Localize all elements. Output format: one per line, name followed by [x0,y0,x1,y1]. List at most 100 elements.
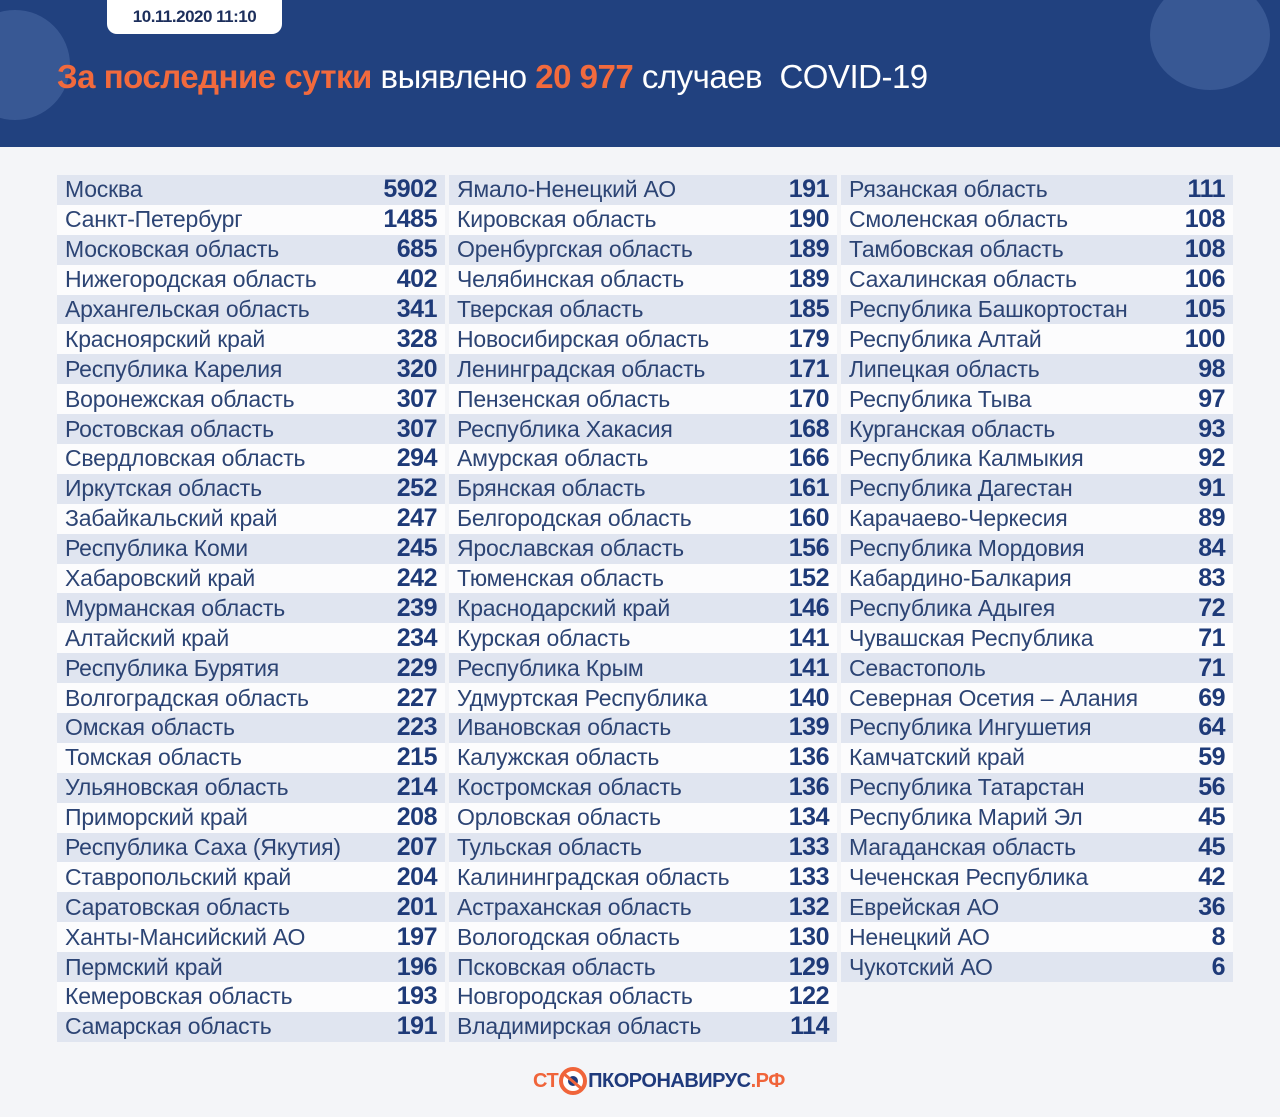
case-count: 114 [790,1012,829,1041]
table-row: Республика Бурятия 229 [57,653,445,684]
table-row: Республика Мордовия 84 [841,533,1233,564]
region-name: Владимирская область [457,1013,702,1040]
table-row: Воронежская область 307 [57,384,445,415]
region-name: Тамбовская область [849,236,1064,263]
region-name: Республика Марий Эл [849,804,1083,831]
case-count: 5902 [383,175,437,204]
case-count: 141 [788,623,830,652]
case-count: 242 [396,564,438,593]
title-text: выявлено [380,58,528,95]
table-row: Костромская область 136 [449,772,837,803]
case-count: 294 [396,444,438,473]
region-name: Сахалинская область [849,266,1077,293]
case-count: 98 [1198,354,1225,383]
table-row: Орловская область 134 [449,802,837,833]
case-count: 59 [1198,743,1225,772]
region-name: Республика Калмыкия [849,445,1084,472]
region-name: Республика Саха (Якутия) [65,834,341,861]
region-name: Камчатский край [849,744,1025,771]
table-row: Карачаево-Черкесия 89 [841,503,1233,534]
table-row: Тверская область 185 [449,294,837,325]
region-name: Кемеровская область [65,983,293,1010]
table-row: Ростовская область 307 [57,414,445,445]
table-row: Чукотский АО 6 [841,952,1233,983]
case-count: 133 [788,862,830,891]
crossed-virus-icon [559,1067,588,1095]
region-name: Республика Карелия [65,355,283,382]
region-name: Республика Адыгея [849,594,1056,621]
total-cases: 20 977 [535,58,634,95]
region-name: Ульяновская область [65,774,289,801]
table-row: Севастополь 71 [841,653,1233,684]
case-count: 56 [1198,773,1225,802]
region-name: Астраханская область [457,893,692,920]
case-count: 307 [396,384,438,413]
region-name: Москва [65,176,143,203]
table-column-3: Рязанская область 111 Смоленская область 10… [841,175,1233,1042]
table-row: Москва 5902 [57,175,445,205]
region-name: Республика Хакасия [457,415,673,442]
table-row: Приморский край 208 [57,802,445,833]
region-name: Ставропольский край [65,863,291,890]
case-count: 320 [396,354,438,383]
case-count: 42 [1198,862,1225,891]
case-count: 191 [396,1012,438,1041]
table-row: Псковская область 129 [449,952,837,983]
table-row: Санкт-Петербург 1485 [57,204,445,235]
table-column-2: Ямало-Ненецкий АО 191 Кировская область 190… [449,175,837,1042]
region-name: Республика Крым [457,654,644,681]
case-count: 130 [788,922,830,951]
table-row: Еврейская АО 36 [841,892,1233,923]
region-name: Амурская область [457,445,649,472]
region-name: Республика Алтай [849,325,1042,352]
region-name: Смоленская область [849,206,1068,233]
region-name: Санкт-Петербург [65,206,243,233]
case-count: 234 [396,623,438,652]
region-name: Томская область [65,744,242,771]
region-name: Республика Тыва [849,385,1032,412]
region-name: Костромская область [457,774,682,801]
region-name: Волгоградская область [65,684,309,711]
table-row: Алтайский край 234 [57,623,445,654]
table-row: Томская область 215 [57,742,445,773]
region-name: Ростовская область [65,415,274,442]
table-row: Хабаровский край 242 [57,563,445,594]
table-row: Ульяновская область 214 [57,772,445,803]
region-name: Магаданская область [849,834,1076,861]
table-row: Республика Хакасия 168 [449,414,837,445]
region-name: Ханты-Мансийский АО [65,923,306,950]
table-row: Липецкая область 98 [841,354,1233,385]
table-row: Ярославская область 156 [449,533,837,564]
region-name: Краснодарский край [457,594,671,621]
region-name: Республика Дагестан [849,475,1073,502]
case-count: 122 [788,982,830,1011]
region-name: Забайкальский край [65,505,278,532]
region-name: Кировская область [457,206,657,233]
case-count: 214 [396,773,438,802]
title-text: COVID-19 [779,58,928,95]
case-count: 133 [788,833,830,862]
region-name: Республика Ингушетия [849,714,1092,741]
table-row: Брянская область 161 [449,473,837,504]
table-row: Самарская область 191 [57,1011,445,1042]
table-row: Забайкальский край 247 [57,503,445,534]
region-name: Курганская область [849,415,1056,442]
case-count: 204 [396,862,438,891]
table-row: Астраханская область 132 [449,892,837,923]
region-name: Тульская область [457,834,642,861]
case-count: 45 [1198,803,1225,832]
case-count: 229 [396,653,438,682]
case-count: 6 [1211,952,1226,981]
region-name: Чувашская Республика [849,624,1094,651]
case-count: 64 [1198,713,1225,742]
table-row: Курская область 141 [449,623,837,654]
table-row: Московская область 685 [57,234,445,265]
region-name: Архангельская область [65,296,310,322]
case-count: 139 [788,713,830,742]
table-row: Ненецкий АО 8 [841,922,1233,953]
region-name: Новосибирская область [457,325,709,352]
table-row: Оренбургская область 189 [449,234,837,265]
region-name: Тверская область [457,296,644,322]
region-name: Ненецкий АО [849,923,990,950]
table-row: Архангельская область 341 [57,294,445,325]
